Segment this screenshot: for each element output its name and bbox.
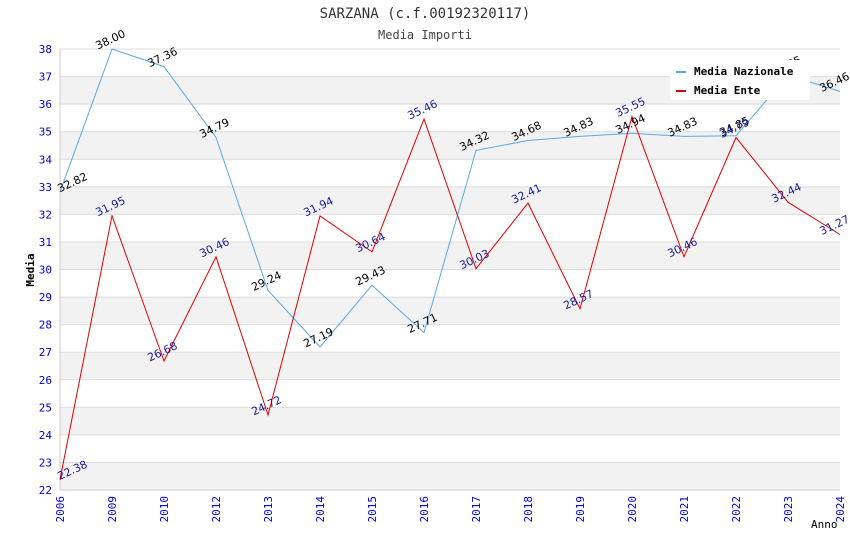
- y-axis-label: Media: [24, 253, 37, 286]
- x-tick-label: 2009: [106, 496, 119, 523]
- plot-bands: [60, 76, 840, 490]
- data-label: 31.27: [817, 213, 850, 238]
- plot-band: [60, 352, 840, 380]
- legend: Media Nazionale Media Ente: [670, 60, 810, 100]
- legend-entry-naz: Media Nazionale: [694, 65, 794, 78]
- y-tick-label: 34: [39, 153, 53, 166]
- y-tick-label: 33: [39, 181, 52, 194]
- axes: [59, 49, 840, 491]
- chart-subtitle: Media Importi: [378, 28, 472, 42]
- legend-box: [670, 60, 810, 100]
- x-tick-label: 2019: [574, 496, 587, 523]
- data-label: 29.24: [249, 269, 283, 294]
- y-tick-label: 32: [39, 208, 52, 221]
- y-tick-label: 38: [39, 43, 52, 56]
- y-tick-label: 30: [39, 264, 52, 277]
- x-tick-label: 2017: [470, 496, 483, 523]
- x-tick-label: 2014: [314, 496, 327, 523]
- x-axis-label: Anno: [811, 518, 838, 531]
- y-tick-label: 22: [39, 484, 52, 497]
- plot-band: [60, 407, 840, 435]
- plot-band: [60, 186, 840, 215]
- series-line-media-ente: [59, 114, 841, 480]
- x-tick-label: 2010: [158, 496, 171, 523]
- y-tick-label: 25: [39, 401, 52, 414]
- y-tick-label: 37: [39, 71, 52, 84]
- y-tick-label: 27: [39, 346, 52, 359]
- y-tick-label: 23: [39, 456, 52, 469]
- data-label: 27.19: [301, 325, 335, 350]
- series-line-media-nazionale: [59, 48, 841, 348]
- y-tick-label: 29: [39, 291, 52, 304]
- plot-band: [60, 462, 840, 490]
- x-tick-label: 2015: [366, 496, 379, 523]
- x-tick-labels: 2006 2009 2010 2012 2013 2014 2015 2016 2017 2018…: [54, 496, 847, 523]
- plot-band: [60, 241, 840, 270]
- y-tick-label: 31: [39, 236, 52, 249]
- x-tick-label: 2018: [522, 496, 535, 523]
- x-tick-label: 2006: [54, 496, 67, 523]
- legend-entry-ente: Media Ente: [694, 84, 761, 97]
- series-lines: [59, 48, 841, 480]
- plot-band: [60, 297, 840, 325]
- y-tick-label: 26: [39, 374, 52, 387]
- x-tick-label: 2016: [418, 496, 431, 523]
- y-tick-label: 28: [39, 319, 52, 332]
- chart-title: SARZANA (c.f.00192320117): [320, 6, 531, 22]
- x-tick-label: 2012: [210, 496, 223, 523]
- y-tick-labels: 22 23 24 25 26 27 28 29 30 31 32 33 34 35 36 37 38: [39, 43, 53, 497]
- x-tick-label: 2022: [730, 496, 743, 523]
- x-tick-label: 2024: [834, 496, 847, 523]
- x-tick-label: 2021: [678, 496, 691, 523]
- y-tick-label: 35: [39, 126, 52, 139]
- y-tick-label: 36: [39, 98, 52, 111]
- x-tick-label: 2013: [262, 496, 275, 523]
- x-tick-label: 2020: [626, 496, 639, 523]
- x-tick-label: 2023: [782, 496, 795, 523]
- y-tick-label: 24: [39, 429, 53, 442]
